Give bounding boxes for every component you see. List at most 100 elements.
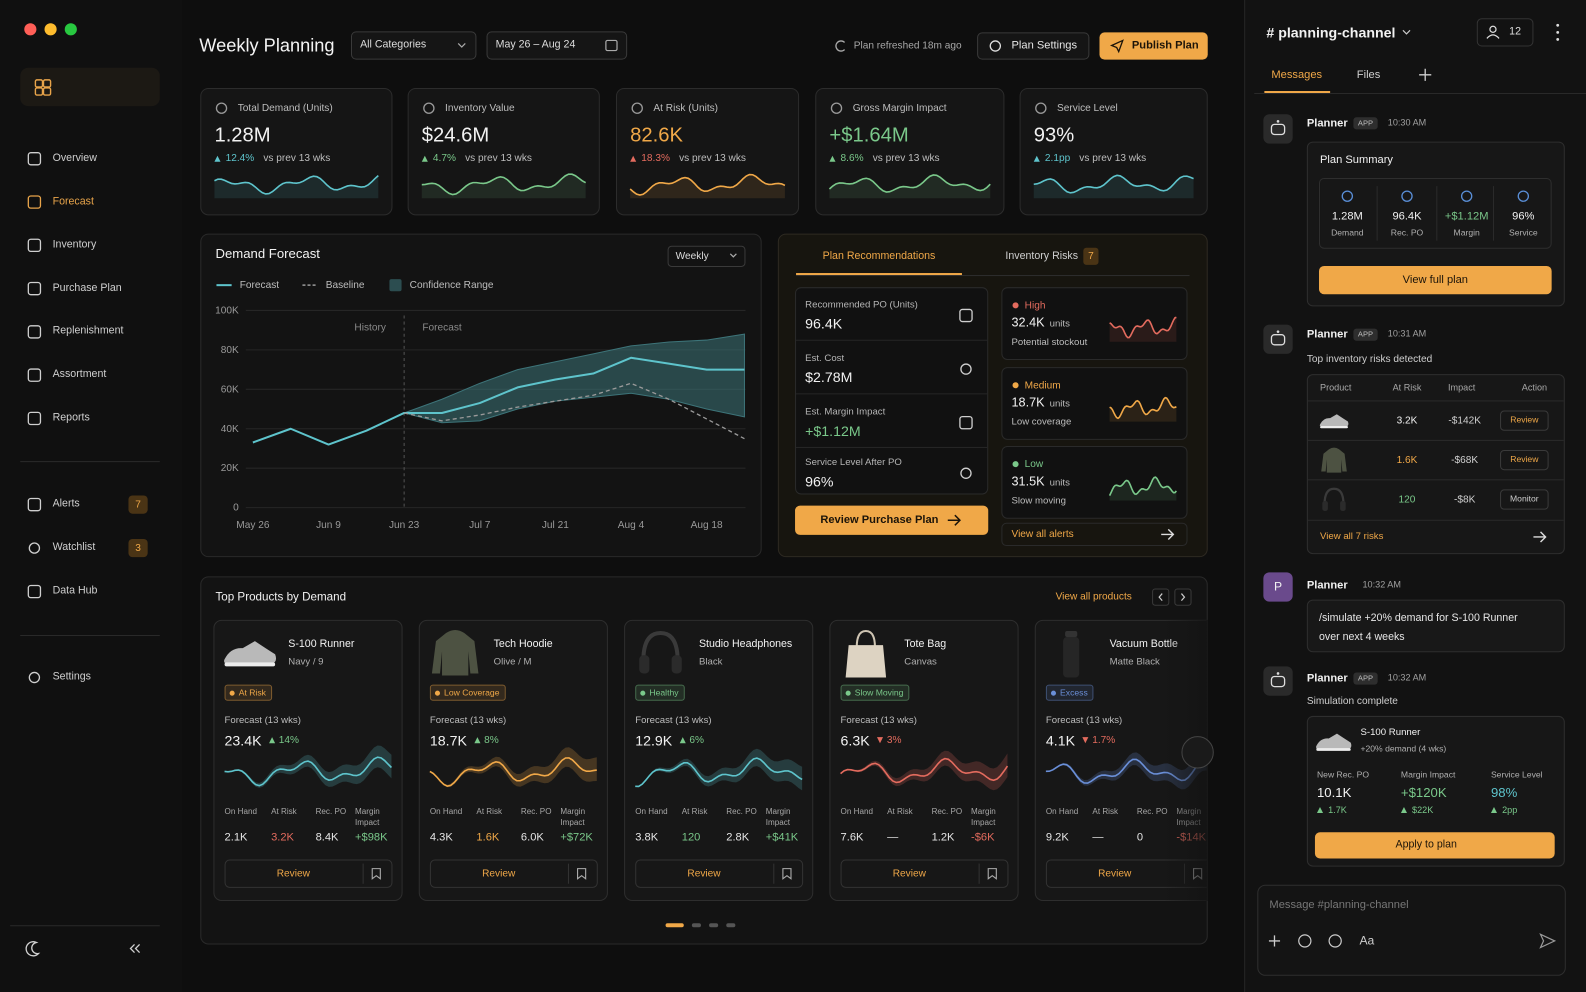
status-label: At Risk xyxy=(238,687,266,698)
kpi-value: 82.6K xyxy=(630,124,684,147)
view-plan-button[interactable] xyxy=(1318,265,1552,295)
risk-at-risk: 1.6K xyxy=(1396,454,1418,466)
stat-label: Rec. PO xyxy=(315,806,347,817)
nav-label: Settings xyxy=(52,670,91,683)
sparkline-band xyxy=(840,750,1008,791)
review-button[interactable] xyxy=(840,859,1009,888)
metric-label: Service Level After PO xyxy=(805,456,902,468)
dropdown-label: All Categories xyxy=(360,38,427,51)
cup xyxy=(639,655,650,674)
alerts-link[interactable] xyxy=(1001,522,1188,547)
status-pill: Low Coverage xyxy=(429,684,506,701)
summary-value: 96% xyxy=(1512,210,1535,223)
stat-label: Margin Impact xyxy=(1176,806,1202,828)
kpi-value: +$1.64M xyxy=(829,124,909,147)
stat-value: 4.3K xyxy=(429,831,453,844)
summary-divider xyxy=(1436,186,1438,241)
app-badge: APP xyxy=(1353,328,1378,341)
tab-badge: 7 xyxy=(1083,247,1099,265)
risk-value-row: 31.5K units xyxy=(1012,474,1070,488)
nav-label: Replenishment xyxy=(52,324,124,338)
period-dropdown[interactable] xyxy=(667,245,746,267)
kpi-value: $24.6M xyxy=(421,124,490,147)
risk-level: Low xyxy=(1024,458,1044,470)
stat-value: 3.8K xyxy=(635,831,659,844)
stat-label: Rec. PO xyxy=(520,806,552,817)
category-dropdown[interactable] xyxy=(350,31,477,60)
nav-item[interactable] xyxy=(18,402,170,434)
kpi-change: 12.4% xyxy=(225,152,255,164)
members-button[interactable] xyxy=(1476,18,1534,47)
x-tick-label: Jul 7 xyxy=(469,519,491,531)
action-button[interactable] xyxy=(1500,489,1549,510)
review-button[interactable] xyxy=(635,859,804,888)
kpi-trend: 2.1pp vs prev 13 wks xyxy=(1033,152,1147,164)
forecast-label: Forecast (13 wks) xyxy=(1045,714,1123,726)
status-label: Excess xyxy=(1060,687,1088,698)
button-label: Monitor xyxy=(1509,493,1539,505)
format-button: Aa xyxy=(1359,933,1375,948)
risk-desc: Potential stockout xyxy=(1011,336,1088,348)
app-logo xyxy=(20,67,160,107)
product-variant: Matte Black xyxy=(1109,656,1160,668)
action-button[interactable] xyxy=(1500,410,1549,431)
product-variant: Canvas xyxy=(904,656,937,668)
message-author: Planner xyxy=(1306,328,1348,341)
link-label: View all products xyxy=(1055,591,1132,603)
tab: Plan Recommendations xyxy=(822,249,936,263)
button-label: Plan Settings xyxy=(1011,39,1078,52)
nav-badge-count: 7 xyxy=(135,499,141,511)
app-badge-label: APP xyxy=(1357,118,1374,128)
kpi-trend: 12.4% vs prev 13 wks xyxy=(214,153,330,164)
product-variant: Olive / M xyxy=(493,656,532,668)
stat-label: On Hand xyxy=(224,806,257,817)
stat-label: At Risk xyxy=(887,806,913,817)
y-tick-label: 20K xyxy=(220,462,239,474)
pager-button[interactable] xyxy=(1152,588,1170,606)
forecast-value: 18.7K xyxy=(429,732,467,749)
pager-button[interactable] xyxy=(1174,588,1192,606)
message-time: 10:32 AM xyxy=(1387,672,1427,683)
product-image xyxy=(639,630,682,674)
stat-label: On Hand xyxy=(840,806,873,817)
product-name: Tote Bag xyxy=(904,638,947,651)
review-button[interactable] xyxy=(1045,859,1207,888)
product-card: Tech Hoodie Olive / M Low Coverage Forecast… xyxy=(418,619,608,901)
trend-arrow xyxy=(876,737,883,744)
product-carousel: S-100 Runner Navy / 9 At Risk Forecast (13 … xyxy=(207,612,1207,907)
product-card: Studio Headphones Black Healthy Forecast (1… xyxy=(624,619,814,901)
forecast-change-value: 1.7% xyxy=(1092,734,1116,746)
summary-value: +$1.12M xyxy=(1444,210,1489,223)
page-dot xyxy=(665,923,684,928)
refresh-status: Plan refreshed 18m ago xyxy=(853,39,962,52)
apply-button[interactable] xyxy=(1314,832,1555,859)
stat-value: 7.6K xyxy=(840,831,864,844)
kpi-label: At Risk (Units) xyxy=(653,102,719,114)
stat-label: At Risk xyxy=(1092,806,1119,817)
summary-value: 96.4K xyxy=(1392,210,1422,223)
kpi-compare: vs prev 13 wks xyxy=(1079,152,1147,164)
action-button[interactable] xyxy=(1500,449,1549,471)
table-header: Product xyxy=(1320,382,1352,393)
button-label: Review xyxy=(687,868,721,880)
divider xyxy=(10,925,160,927)
review-button[interactable] xyxy=(429,859,598,888)
tab-badge-count: 7 xyxy=(1088,250,1094,262)
kpi-compare: vs prev 13 wks xyxy=(872,152,940,164)
metric-value: +$1.12M xyxy=(805,422,861,439)
dropdown-label: Weekly xyxy=(675,250,709,262)
tab-underline xyxy=(1264,91,1331,94)
divider xyxy=(20,461,160,463)
next-button[interactable] xyxy=(1181,736,1214,769)
forecast-label: Forecast (13 wks) xyxy=(224,714,301,726)
date-range: May 26 – Aug 24 xyxy=(495,38,576,51)
sole xyxy=(224,662,276,667)
sparkline xyxy=(224,756,393,787)
nav-item[interactable] xyxy=(18,661,170,693)
message-input[interactable] xyxy=(1257,884,1566,976)
kpi-change: 18.3% xyxy=(641,152,670,164)
date-picker[interactable] xyxy=(486,31,628,60)
risk-impact: -$142K xyxy=(1448,415,1481,427)
review-button[interactable] xyxy=(224,859,393,888)
risk-desc: Low coverage xyxy=(1011,416,1072,428)
